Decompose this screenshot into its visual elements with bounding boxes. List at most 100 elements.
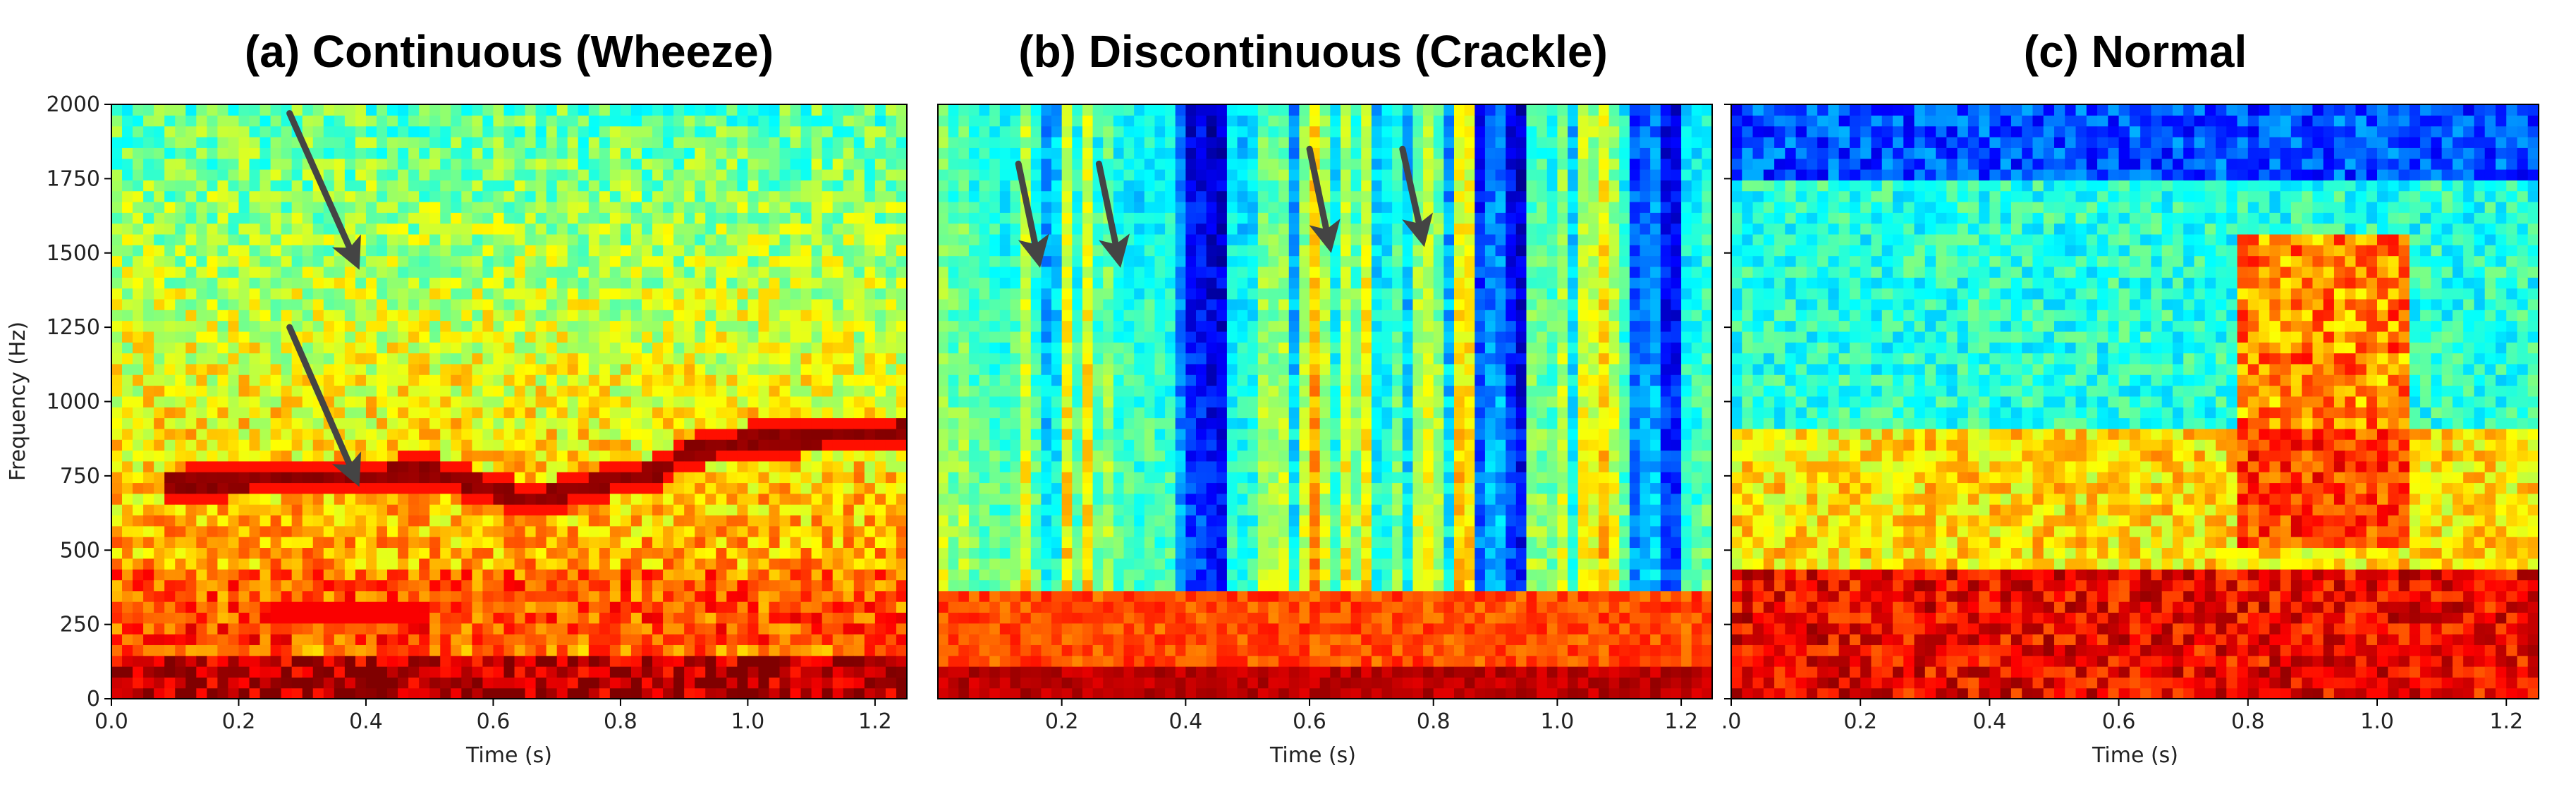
heat-cell: [843, 320, 855, 332]
heat-cell: [122, 169, 133, 181]
heat-cell: [1072, 320, 1083, 332]
heat-cell: [270, 569, 282, 580]
heat-cell: [1082, 655, 1094, 667]
heat-cell: [185, 601, 197, 613]
heat-cell: [620, 374, 632, 386]
heat-cell: [281, 385, 293, 397]
heat-cell: [260, 655, 271, 667]
heat-cell: [1061, 601, 1073, 613]
heat-cell: [811, 428, 823, 440]
heat-cell: [408, 612, 420, 624]
heat-cell: [133, 288, 144, 300]
heat-cell: [185, 525, 197, 537]
heat-cell: [758, 223, 770, 235]
heat-cell: [1010, 525, 1021, 537]
heat-cell: [249, 223, 261, 235]
heat-cell: [312, 472, 324, 484]
heat-cell: [1082, 612, 1094, 624]
heat-cell: [503, 537, 515, 549]
heat-cell: [567, 623, 579, 635]
heat-cell: [122, 245, 133, 257]
heat-cell: [1051, 353, 1063, 365]
heat-cell: [238, 580, 250, 592]
heat-cell: [419, 385, 430, 397]
heat-cell: [175, 655, 186, 667]
heat-cell: [249, 136, 261, 148]
heat-cell: [726, 407, 738, 419]
heat-cell: [1030, 677, 1042, 689]
heat-cell: [546, 590, 558, 602]
heat-cell: [334, 353, 346, 365]
heat-cell: [1020, 363, 1032, 375]
heat-cell: [652, 353, 664, 365]
heat-cell: [938, 310, 949, 322]
heat-cell: [695, 666, 706, 678]
heat-cell: [387, 266, 398, 278]
heat-cell: [673, 266, 685, 278]
heat-cell: [535, 223, 547, 235]
heat-cell: [864, 115, 876, 127]
heat-cell: [419, 537, 430, 549]
heat-cell: [514, 245, 526, 257]
heat-cell: [111, 687, 123, 699]
heat-cell: [790, 190, 802, 202]
heat-cell: [1010, 666, 1021, 678]
heat-cell: [938, 623, 949, 635]
heat-cell: [747, 482, 759, 494]
heat-cell: [609, 126, 621, 137]
heat-cell: [1061, 115, 1073, 127]
heat-cell: [853, 677, 865, 689]
heat-cell: [1072, 580, 1083, 592]
heat-cell: [365, 450, 377, 462]
heat-cell: [938, 255, 949, 267]
heat-cell: [609, 288, 621, 300]
heat-cell: [238, 104, 250, 116]
heat-cell: [968, 342, 980, 354]
heat-cell: [461, 212, 472, 224]
heat-cell: [344, 212, 356, 224]
heat-cell: [1061, 525, 1073, 537]
heat-cell: [302, 439, 314, 451]
heat-cell: [663, 428, 674, 440]
heat-cell: [419, 407, 430, 419]
heat-cell: [270, 666, 282, 678]
heat-cell: [642, 180, 653, 192]
heat-cell: [864, 245, 876, 257]
heat-cell: [620, 147, 632, 159]
heat-cell: [663, 634, 674, 645]
heat-cell: [556, 104, 568, 116]
heat-cell: [737, 601, 748, 613]
heat-cell: [1082, 147, 1094, 159]
heat-cell: [652, 677, 664, 689]
heat-cell: [567, 493, 579, 505]
heat-cell: [737, 569, 748, 580]
heat-cell: [472, 104, 483, 116]
heat-cell: [408, 687, 420, 699]
heat-cell: [968, 190, 980, 202]
heat-cell: [609, 136, 621, 148]
heat-cell: [514, 525, 526, 537]
heat-cell: [143, 634, 154, 645]
heat-cell: [196, 180, 207, 192]
heat-cell: [525, 353, 537, 365]
heat-cell: [377, 504, 388, 516]
heat-cell: [164, 104, 176, 116]
heat-cell: [238, 450, 250, 462]
heat-cell: [885, 450, 897, 462]
heat-cell: [811, 298, 823, 310]
heat-cell: [822, 396, 834, 408]
heat-cell: [133, 298, 144, 310]
heat-cell: [387, 515, 398, 527]
heat-cell: [312, 428, 324, 440]
heat-cell: [111, 147, 123, 159]
heat-cell: [832, 537, 844, 549]
heat-cell: [979, 590, 990, 602]
heat-cell: [493, 310, 505, 322]
heat-cell: [429, 504, 441, 516]
heat-cell: [695, 547, 706, 559]
heat-cell: [822, 342, 834, 354]
heat-cell: [111, 104, 123, 116]
heat-cell: [1061, 126, 1073, 137]
heat-cell: [938, 385, 949, 397]
heat-cell: [482, 190, 494, 202]
